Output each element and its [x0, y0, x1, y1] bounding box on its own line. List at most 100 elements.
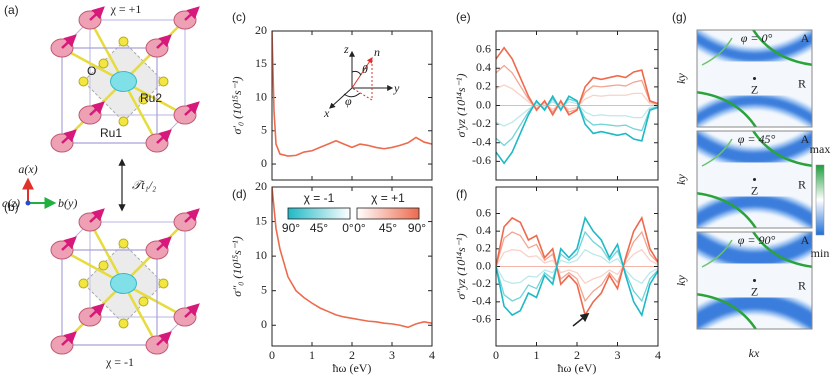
oxygen	[98, 260, 109, 271]
legend-tick-label: 45°	[379, 221, 397, 235]
map-frame	[696, 130, 813, 229]
point-label: A	[801, 132, 810, 146]
y-tick-label: 0.6	[476, 205, 491, 219]
y-tick-label: 0.2	[476, 79, 491, 93]
legend-bar	[356, 207, 420, 220]
legend-tick-label: 0°	[342, 221, 354, 235]
inset-label: y	[393, 81, 400, 95]
y-axis-label: σ″yz (10¹⁴s⁻¹)	[454, 233, 468, 299]
moment	[89, 101, 105, 116]
moment	[184, 6, 200, 21]
band	[697, 132, 812, 164]
y-axis-label: σ″₀ (10¹⁵s⁻¹)	[230, 236, 244, 296]
map-layer	[697, 30, 812, 127]
operation: 𝒯t₁/₂	[132, 178, 156, 192]
plot-frame	[495, 30, 659, 181]
oxygen	[158, 76, 169, 87]
green-band	[697, 192, 758, 228]
series-line	[496, 84, 658, 111]
series-line	[496, 248, 658, 285]
series-line	[496, 215, 658, 318]
moment	[156, 129, 172, 144]
y-tick-label: -0.4	[472, 135, 491, 149]
green-band	[751, 30, 812, 66]
axis-label: b(y)	[58, 196, 77, 210]
green-band	[697, 293, 758, 329]
band	[697, 294, 812, 329]
inset-axis	[329, 87, 353, 109]
inset-label: θ	[362, 62, 368, 76]
point-label: Z	[751, 82, 758, 96]
y-tick-label: 0.6	[476, 41, 491, 55]
green-band	[701, 37, 733, 66]
moment	[61, 34, 77, 49]
phi-label: φ = 0°	[741, 31, 773, 45]
z-point	[753, 77, 756, 80]
series-line	[272, 31, 432, 157]
point-label: A	[801, 233, 810, 247]
y-tick-label: 0	[261, 156, 267, 170]
y-axis-label: ky	[674, 73, 688, 84]
green-band	[701, 239, 733, 268]
y-tick-label: 0.0	[476, 97, 491, 111]
point-label: R	[798, 76, 806, 90]
x-tick-label: 2	[349, 348, 355, 362]
series-line	[496, 248, 658, 285]
y-tick-label: 0.2	[476, 241, 491, 255]
chirality: χ = -1	[105, 355, 134, 369]
oxygen	[78, 76, 89, 87]
moment	[156, 331, 172, 346]
series-line	[496, 215, 658, 318]
point-label: R	[798, 177, 806, 191]
atom-label: O	[87, 64, 96, 78]
y-tick-label: 15	[255, 213, 267, 227]
y-tick-label: 0.4	[476, 223, 491, 237]
axis-label: a(x)	[18, 162, 37, 176]
colorbar-label: max	[810, 142, 831, 156]
legend-title: χ = +1	[371, 191, 405, 205]
map-frame	[696, 29, 813, 128]
inset-vector	[351, 57, 373, 89]
panel-label: (b)	[4, 200, 19, 214]
y-tick-label: -0.6	[472, 311, 491, 325]
series-line	[496, 94, 658, 165]
y-tick-label: -0.4	[472, 294, 491, 308]
series-line	[496, 100, 658, 127]
x-tick-label: 3	[615, 348, 621, 362]
inset-arc	[351, 70, 362, 76]
map-layer	[697, 131, 812, 228]
legend-tick-label: 0°	[354, 221, 366, 235]
y-tick-label: -0.6	[472, 153, 491, 167]
moment	[89, 303, 105, 318]
inset-guide	[351, 60, 373, 101]
green-band	[751, 232, 812, 268]
x-axis-label: ħω (eV)	[333, 361, 372, 375]
oxygen	[98, 58, 109, 69]
green-band	[697, 91, 758, 127]
plot-frame	[271, 186, 433, 347]
y-tick-label: 10	[255, 89, 267, 103]
panel-label: (c)	[232, 10, 246, 24]
y-tick-label: 0.0	[476, 258, 491, 272]
legend-tick-label: 90°	[408, 221, 426, 235]
oxygen	[138, 296, 149, 307]
y-tick-label: 5	[261, 282, 267, 296]
phi-label: φ = 90°	[738, 233, 776, 247]
legend-title: χ = -1	[304, 191, 335, 205]
inset-label: x	[323, 106, 330, 120]
moment	[184, 101, 200, 116]
y-tick-label: 10	[255, 248, 267, 262]
series-line	[496, 230, 658, 303]
point-label: Z	[751, 183, 758, 197]
bond	[88, 221, 125, 285]
bond	[122, 80, 159, 144]
x-tick-label: 0	[269, 348, 275, 362]
band	[697, 95, 812, 125]
oxygen	[158, 278, 169, 289]
band	[697, 32, 812, 62]
y-tick-label: 15	[255, 56, 267, 70]
inset-label: φ	[345, 94, 352, 108]
green-band	[751, 131, 812, 167]
z-point	[753, 178, 756, 181]
